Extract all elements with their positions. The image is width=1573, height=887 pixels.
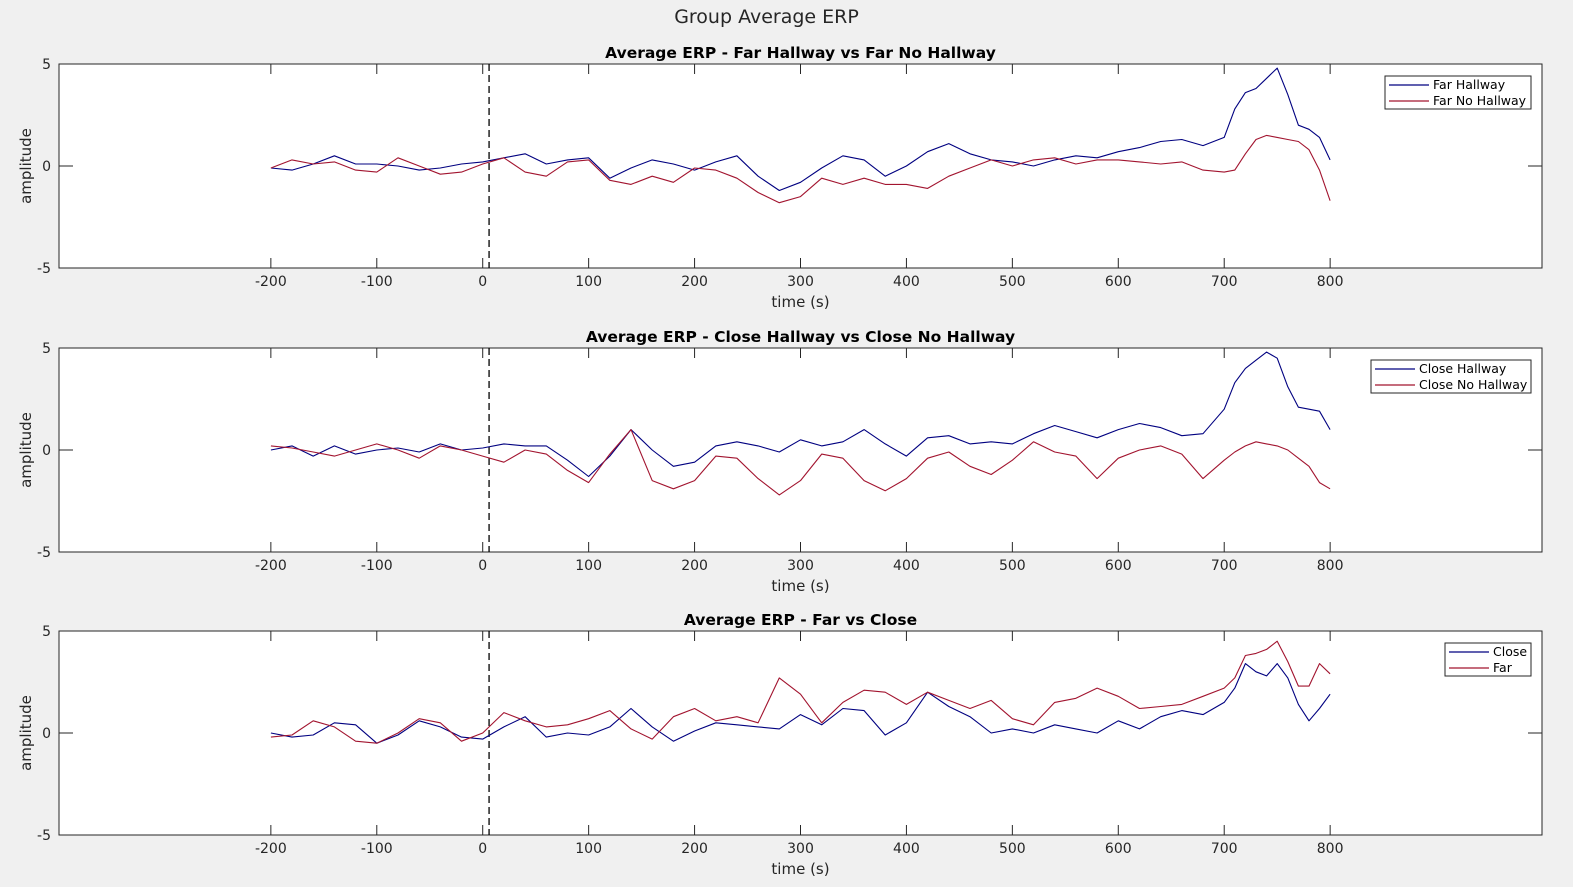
x-axis-label: time (s) [771,293,829,311]
subplot-1: Average ERP - Far Hallway vs Far No Hall… [17,44,1543,311]
x-tick-label: -200 [255,274,287,290]
x-tick-label: 200 [681,558,708,574]
y-tick-label: -5 [37,261,51,277]
y-tick-label: -5 [37,828,51,844]
x-axis-label: time (s) [771,577,829,595]
x-tick-label: 100 [575,274,602,290]
subplot-title: Average ERP - Far vs Close [684,611,917,629]
x-tick-label: -100 [361,841,393,857]
x-tick-label: 800 [1317,558,1344,574]
subplot-2: Average ERP - Close Hallway vs Close No … [17,328,1543,595]
x-tick-label: -100 [361,274,393,290]
series-line-2 [270,134,1331,204]
legend-entry: Close No Hallway [1419,377,1528,392]
legend-entry: Far Hallway [1433,77,1506,92]
y-axis-label: amplitude [17,412,35,488]
legend-box [1444,642,1532,677]
series-line-2 [270,640,1331,744]
x-tick-label: 600 [1105,841,1132,857]
legend-box [1384,75,1532,110]
y-tick-label: -5 [37,545,51,561]
axes-frame [58,63,1543,269]
x-tick-label: 200 [681,841,708,857]
figure-title: Group Average ERP [674,6,859,28]
x-tick-label: 500 [999,558,1026,574]
x-tick-label: 700 [1211,558,1238,574]
x-tick-label: 600 [1105,558,1132,574]
axes-frame [58,630,1543,836]
x-tick-label: -200 [255,558,287,574]
x-tick-label: 400 [893,841,920,857]
y-tick-label: 5 [42,624,51,640]
subplot-title: Average ERP - Close Hallway vs Close No … [586,328,1015,346]
series-line-1 [270,67,1331,192]
legend-entry: Far [1493,660,1513,675]
series-line-1 [270,351,1331,478]
x-tick-label: -100 [361,558,393,574]
series-line-2 [270,429,1331,496]
x-tick-label: 600 [1105,274,1132,290]
x-tick-label: 700 [1211,274,1238,290]
x-tick-label: 700 [1211,841,1238,857]
y-tick-label: 0 [42,726,51,742]
x-axis-label: time (s) [771,860,829,878]
x-tick-label: -200 [255,841,287,857]
x-tick-label: 300 [787,841,814,857]
x-tick-label: 500 [999,841,1026,857]
legend-entry: Close [1493,644,1527,659]
x-tick-label: 400 [893,558,920,574]
x-tick-label: 100 [575,841,602,857]
x-tick-label: 800 [1317,274,1344,290]
series-line-1 [270,663,1331,744]
axes-frame [58,347,1543,553]
y-tick-label: 5 [42,57,51,73]
x-tick-label: 0 [478,558,487,574]
x-tick-label: 100 [575,558,602,574]
x-tick-label: 0 [478,841,487,857]
legend-entry: Close Hallway [1419,361,1507,376]
subplot-3: Average ERP - Far vs Close -200 -100 0 100 20… [17,611,1543,878]
y-tick-label: 5 [42,341,51,357]
x-tick-label: 200 [681,274,708,290]
x-tick-label: 300 [787,274,814,290]
x-tick-label: 800 [1317,841,1344,857]
subplot-title: Average ERP - Far Hallway vs Far No Hall… [605,44,996,62]
legend-box [1370,359,1532,394]
x-tick-label: 300 [787,558,814,574]
legend-entry: Far No Hallway [1433,93,1527,108]
x-tick-label: 500 [999,274,1026,290]
x-tick-label: 400 [893,274,920,290]
x-tick-label: 0 [478,274,487,290]
y-axis-label: amplitude [17,128,35,204]
y-axis-label: amplitude [17,695,35,771]
y-tick-label: 0 [42,443,51,459]
y-tick-label: 0 [42,159,51,175]
